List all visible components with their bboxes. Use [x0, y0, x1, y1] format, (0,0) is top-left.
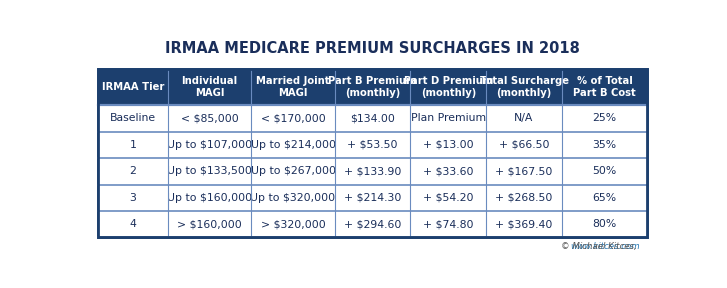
Text: + $268.50: + $268.50	[495, 193, 553, 203]
Bar	[98, 69, 647, 105]
Text: + $53.50: + $53.50	[348, 140, 398, 150]
Bar	[98, 185, 647, 211]
Text: + $66.50: + $66.50	[499, 140, 550, 150]
Text: $134.00: $134.00	[350, 113, 395, 123]
Text: + $369.40: + $369.40	[495, 219, 553, 229]
Text: + $54.20: + $54.20	[423, 193, 473, 203]
Text: + $74.80: + $74.80	[423, 219, 473, 229]
Text: 2: 2	[129, 166, 137, 176]
Text: Up to $107,000: Up to $107,000	[167, 140, 252, 150]
Text: © Michael Kitces,: © Michael Kitces,	[561, 242, 639, 251]
Text: Plan Premium: Plan Premium	[411, 113, 486, 123]
Text: Part D Premium
(monthly): Part D Premium (monthly)	[403, 76, 493, 98]
Text: Up to $320,000: Up to $320,000	[251, 193, 336, 203]
Text: + $133.90: + $133.90	[344, 166, 401, 176]
Text: Up to $133,500: Up to $133,500	[167, 166, 252, 176]
Text: 65%: 65%	[593, 193, 616, 203]
Text: N/A: N/A	[515, 113, 534, 123]
Text: + $33.60: + $33.60	[423, 166, 473, 176]
Bar	[98, 69, 647, 238]
Text: IRMAA MEDICARE PREMIUM SURCHARGES IN 2018: IRMAA MEDICARE PREMIUM SURCHARGES IN 201…	[165, 41, 580, 56]
Text: Up to $267,000: Up to $267,000	[251, 166, 336, 176]
Text: % of Total
Part B Cost: % of Total Part B Cost	[573, 76, 636, 98]
Text: Total Surcharge
(monthly): Total Surcharge (monthly)	[480, 76, 569, 98]
Bar	[98, 69, 647, 238]
Text: Up to $214,000: Up to $214,000	[251, 140, 336, 150]
Bar	[98, 132, 647, 158]
Bar	[98, 211, 647, 238]
Text: 4: 4	[129, 219, 137, 229]
Text: + $13.00: + $13.00	[423, 140, 473, 150]
Text: Baseline: Baseline	[110, 113, 156, 123]
Text: > $320,000: > $320,000	[261, 219, 326, 229]
Text: Married Joint
MAGI: Married Joint MAGI	[256, 76, 330, 98]
Text: > $160,000: > $160,000	[177, 219, 242, 229]
Text: www.kitces.com: www.kitces.com	[570, 242, 640, 251]
Text: 35%: 35%	[593, 140, 616, 150]
Text: 50%: 50%	[593, 166, 616, 176]
Text: 80%: 80%	[593, 219, 616, 229]
Bar	[98, 105, 647, 132]
Text: + $167.50: + $167.50	[495, 166, 553, 176]
Text: 1: 1	[129, 140, 137, 150]
Text: < $85,000: < $85,000	[181, 113, 238, 123]
Text: Part B Premium
(monthly): Part B Premium (monthly)	[329, 76, 417, 98]
Text: 25%: 25%	[593, 113, 616, 123]
Text: IRMAA Tier: IRMAA Tier	[102, 82, 164, 92]
Text: Up to $160,000: Up to $160,000	[167, 193, 252, 203]
Text: + $294.60: + $294.60	[344, 219, 401, 229]
Text: 3: 3	[129, 193, 137, 203]
Text: Individual
MAGI: Individual MAGI	[182, 76, 238, 98]
Text: + $214.30: + $214.30	[344, 193, 401, 203]
Bar	[98, 158, 647, 185]
Text: < $170,000: < $170,000	[261, 113, 326, 123]
